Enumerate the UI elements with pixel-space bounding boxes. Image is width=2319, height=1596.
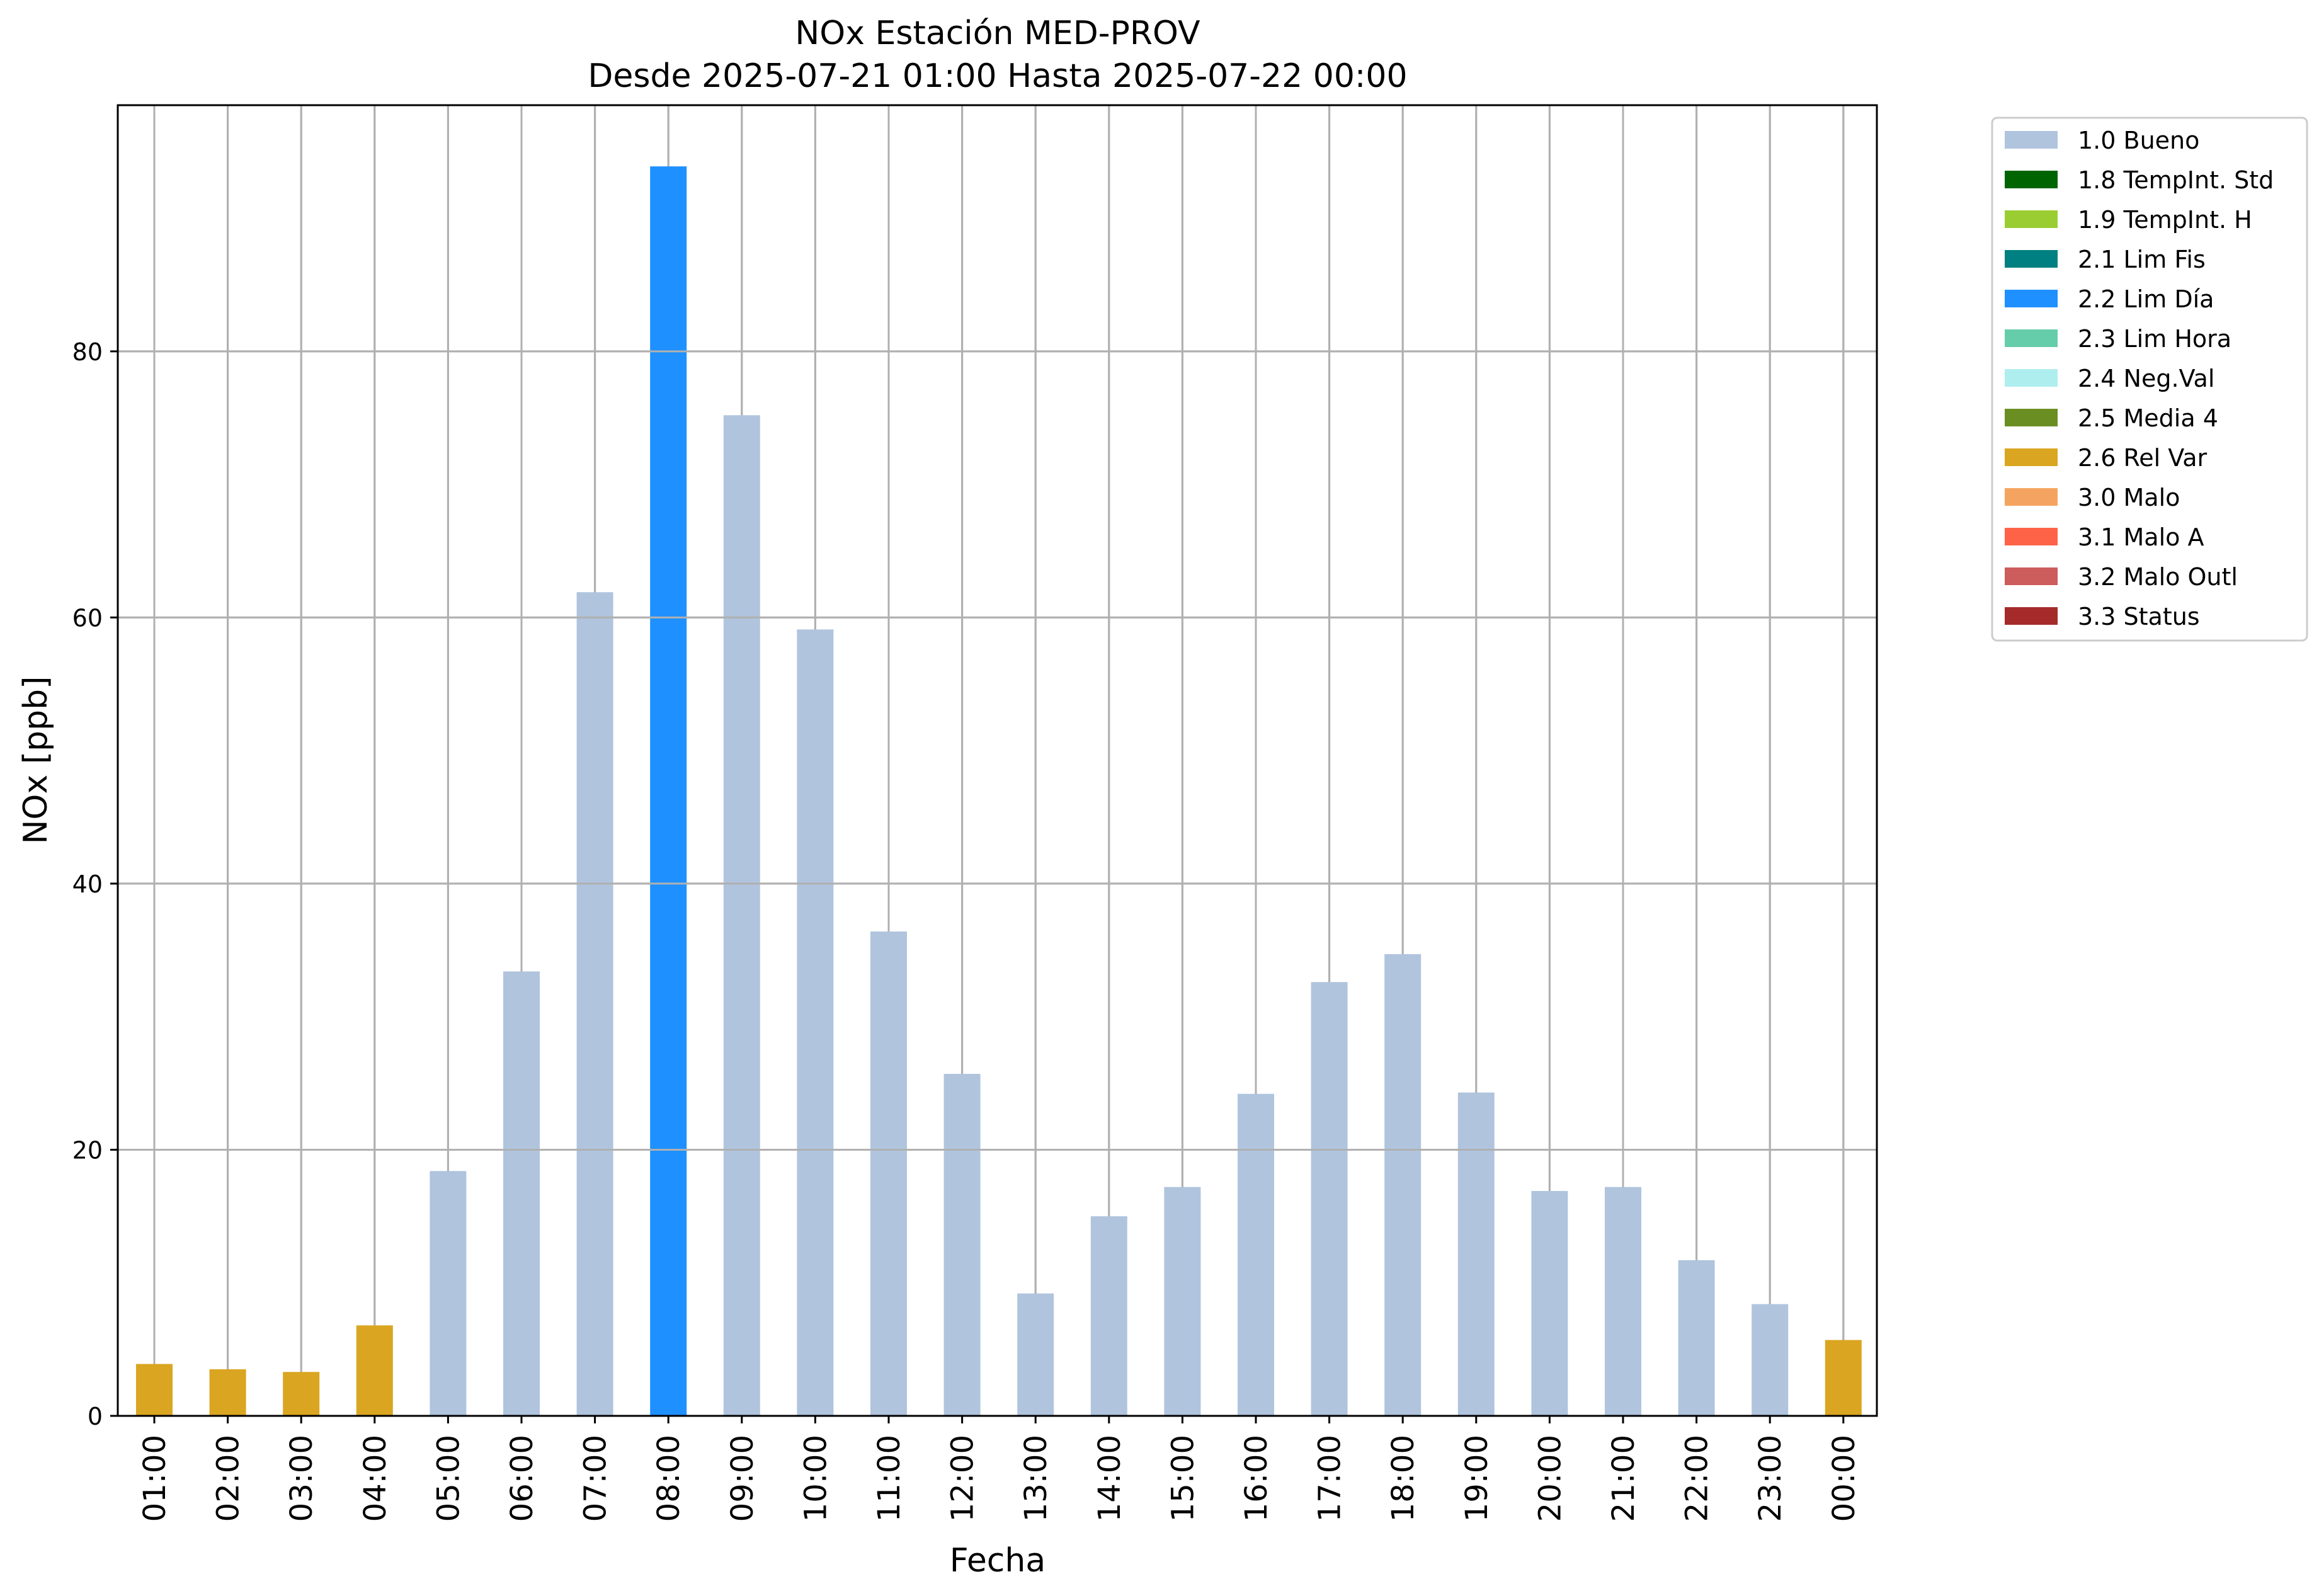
x-axis-label: Fecha [950, 1542, 1046, 1580]
x-tick-label: 01:00 [137, 1435, 173, 1522]
bar-0900 [723, 415, 760, 1416]
x-tick-label: 06:00 [504, 1435, 540, 1522]
x-tick-label: 16:00 [1239, 1435, 1274, 1522]
legend-label: 2.6 Rel Var [2078, 444, 2208, 472]
legend-swatch [2005, 171, 2058, 188]
y-axis: 0 20 40 60 80 [72, 338, 118, 1430]
bar-1900 [1457, 1092, 1495, 1416]
legend-swatch [2005, 131, 2058, 149]
bar-0700 [576, 592, 613, 1416]
x-tick-label: 20:00 [1532, 1435, 1568, 1522]
x-tick-label: 11:00 [872, 1435, 907, 1522]
legend-label: 1.0 Bueno [2078, 127, 2199, 154]
legend-label: 1.9 TempInt. H [2078, 206, 2252, 234]
x-tick-label: 23:00 [1753, 1435, 1788, 1522]
bar-1400 [1090, 1216, 1127, 1416]
bar-1800 [1384, 954, 1422, 1416]
x-tick-label: 07:00 [578, 1435, 613, 1522]
bar-1300 [1017, 1293, 1054, 1416]
x-tick-label: 12:00 [945, 1435, 981, 1522]
legend-label: 3.1 Malo A [2078, 523, 2204, 551]
x-tick-label: 10:00 [798, 1435, 833, 1522]
bar-0500 [430, 1171, 467, 1416]
bar-0600 [503, 971, 540, 1416]
y-axis-label: NOx [ppb] [17, 676, 55, 845]
legend-label: 2.4 Neg.Val [2078, 365, 2214, 392]
bar-1700 [1311, 982, 1348, 1416]
y-tick-label: 40 [72, 870, 103, 898]
x-tick-label: 14:00 [1092, 1435, 1127, 1522]
y-tick-label: 20 [72, 1136, 103, 1164]
y-tick-label: 0 [88, 1403, 103, 1430]
legend-swatch [2005, 488, 2058, 506]
legend-swatch [2005, 210, 2058, 228]
x-tick-label: 08:00 [651, 1435, 687, 1522]
legend-swatch [2005, 329, 2058, 347]
x-tick-label: 22:00 [1680, 1435, 1715, 1522]
bar-2100 [1605, 1187, 1641, 1416]
bar-1600 [1238, 1093, 1274, 1416]
bar-0300 [283, 1372, 320, 1416]
legend-label: 3.3 Status [2078, 603, 2200, 630]
legend-label: 3.2 Malo Outl [2078, 563, 2238, 591]
x-tick-label: 18:00 [1386, 1435, 1421, 1522]
x-tick-label: 04:00 [358, 1435, 393, 1522]
legend-swatch [2005, 369, 2058, 387]
x-tick-label: 15:00 [1165, 1435, 1200, 1522]
bar-1100 [870, 931, 907, 1416]
legend-label: 3.0 Malo [2078, 484, 2180, 511]
x-tick-label: 21:00 [1606, 1435, 1641, 1522]
x-tick-label: 17:00 [1313, 1435, 1348, 1522]
y-tick-label: 80 [72, 338, 103, 366]
bar-0000 [1825, 1340, 1862, 1416]
legend-label: 1.8 TempInt. Std [2078, 166, 2274, 194]
bar-0200 [209, 1369, 246, 1416]
legend-frame [1991, 117, 2308, 642]
bar-2000 [1531, 1190, 1568, 1416]
x-tick-label: 00:00 [1826, 1435, 1862, 1522]
bar-0400 [356, 1325, 393, 1416]
x-tick-label: 13:00 [1018, 1435, 1054, 1522]
x-tick-label: 03:00 [284, 1435, 319, 1522]
x-tick-label: 05:00 [431, 1435, 466, 1522]
bar-1200 [943, 1074, 981, 1416]
legend-swatch [2005, 607, 2058, 625]
legend: 1.0 Bueno 1.8 TempInt. Std 1.9 TempInt. H 2… [1991, 117, 2308, 642]
legend-swatch [2005, 250, 2058, 268]
bar-1000 [797, 629, 834, 1416]
legend-label: 2.1 Lim Fis [2078, 246, 2206, 273]
x-tick-label: 02:00 [211, 1435, 246, 1522]
bars-group [118, 105, 1877, 1416]
bar-2200 [1678, 1260, 1715, 1416]
chart-subtitle: Desde 2025-07-21 01:00 Hasta 2025-07-22 … [588, 57, 1407, 95]
x-tick-label: 09:00 [725, 1435, 760, 1522]
legend-swatch [2005, 409, 2058, 426]
legend-swatch [2005, 290, 2058, 307]
bar-0100 [136, 1364, 173, 1416]
bar-2300 [1752, 1304, 1789, 1416]
plot-frame [117, 104, 1878, 1417]
legend-swatch [2005, 528, 2058, 545]
legend-label: 2.5 Media 4 [2078, 404, 2218, 432]
chart-title: NOx Estación MED-PROV [795, 14, 1200, 52]
x-axis: 01:00 02:00 03:00 04:00 05:00 06:00 07:00 08:00… [137, 1416, 1862, 1522]
y-tick-label: 60 [72, 604, 103, 632]
legend-swatch [2005, 448, 2058, 466]
legend-swatch [2005, 567, 2058, 585]
legend-label: 2.3 Lim Hora [2078, 325, 2231, 353]
bar-1500 [1164, 1187, 1201, 1416]
bar-0800 [650, 166, 687, 1416]
x-tick-label: 19:00 [1459, 1435, 1495, 1522]
legend-label: 2.2 Lim Día [2078, 285, 2214, 313]
